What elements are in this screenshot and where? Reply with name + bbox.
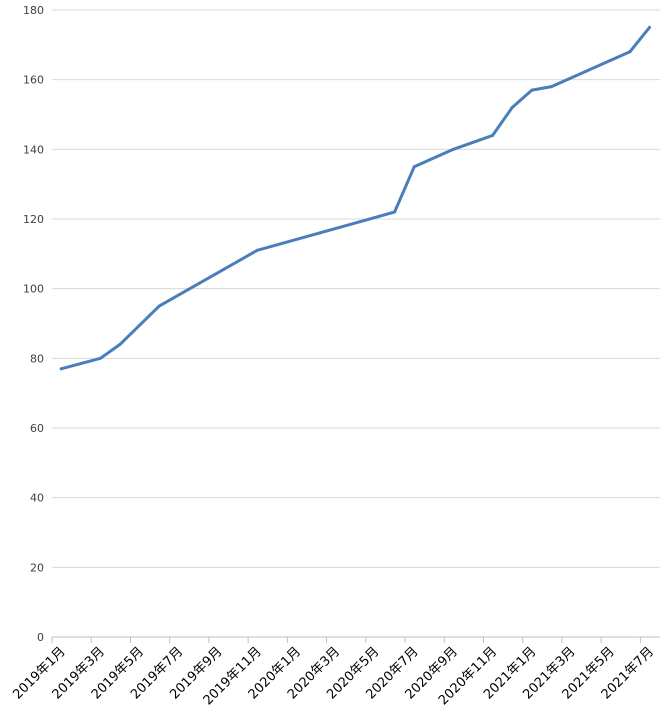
data-point <box>157 304 161 308</box>
data-point <box>59 367 63 371</box>
y-tick-label: 0 <box>37 631 44 644</box>
y-tick-label: 60 <box>30 422 44 435</box>
y-tick-label: 140 <box>23 143 44 156</box>
y-tick-label: 120 <box>23 213 44 226</box>
data-point <box>412 165 416 169</box>
data-point <box>530 88 534 92</box>
y-axis-labels: 0 20 40 60 80 100 120 140 160 180 <box>23 4 44 644</box>
series-line <box>59 25 651 371</box>
y-tick-label: 180 <box>23 4 44 17</box>
data-point <box>451 147 455 151</box>
data-point <box>393 210 397 214</box>
data-point <box>255 248 259 252</box>
data-point <box>491 133 495 137</box>
y-tick-label: 100 <box>23 283 44 296</box>
x-axis-labels: 2019年1月2019年3月2019年5月2019年7月2019年9月2019年… <box>10 644 657 708</box>
y-tick-label: 20 <box>30 561 44 574</box>
data-point <box>510 106 514 109</box>
data-point <box>118 342 122 346</box>
series-layer <box>59 25 651 371</box>
y-tick-label: 80 <box>30 352 44 365</box>
data-point <box>98 356 102 360</box>
y-tick-label: 160 <box>23 74 44 87</box>
gridlines <box>52 9 660 568</box>
x-axis <box>51 636 660 643</box>
data-point <box>648 25 651 29</box>
y-tick-label: 40 <box>30 492 44 505</box>
data-point <box>550 85 553 89</box>
data-point <box>628 50 632 54</box>
